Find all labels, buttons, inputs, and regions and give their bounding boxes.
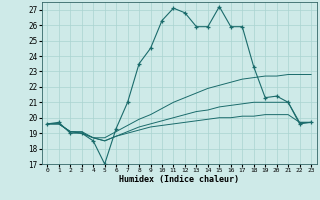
X-axis label: Humidex (Indice chaleur): Humidex (Indice chaleur) [119, 175, 239, 184]
